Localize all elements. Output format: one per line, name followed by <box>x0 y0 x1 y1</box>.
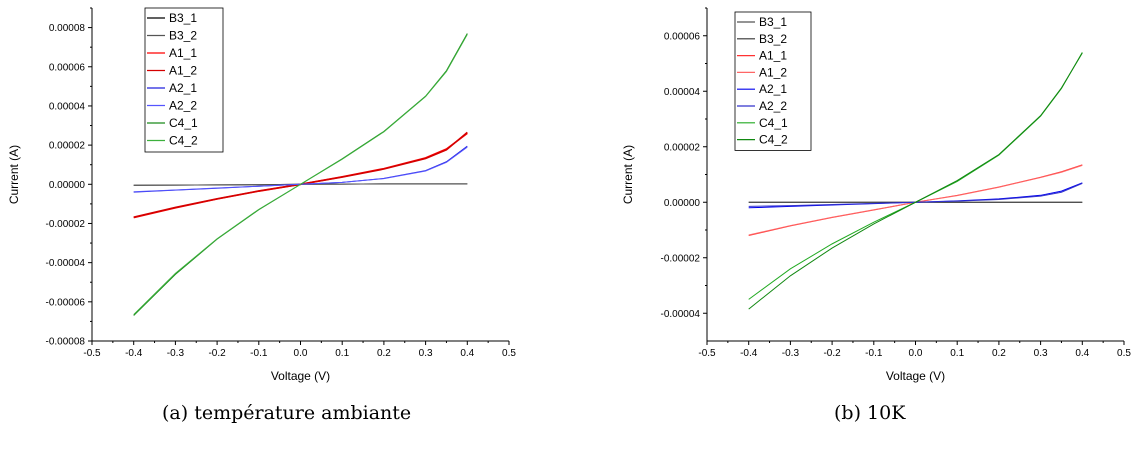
y-tick-label: -0.00008 <box>46 337 86 348</box>
caption-10k: (b) 10K <box>834 402 905 424</box>
x-tick-label: 0.4 <box>1075 348 1089 359</box>
y-tick-label: 0.00006 <box>49 62 86 73</box>
y-tick-label: 0.00002 <box>664 142 701 153</box>
legend: B3_1 B3_2 A1_1 A1_2 A2_1 A2_2 C4_1 C4_2 <box>145 8 223 152</box>
legend-label: B3_2 <box>759 32 787 46</box>
series-line-a2_2 <box>749 183 1083 206</box>
legend-label: A1_1 <box>169 46 197 60</box>
x-tick-label: -0.3 <box>782 348 800 359</box>
x-tick-label: 0.2 <box>992 348 1006 359</box>
legend-label: A2_2 <box>759 99 787 113</box>
legend-label: C4_2 <box>759 133 788 147</box>
y-tick-label: 0.00008 <box>49 23 86 34</box>
y-tick-label: -0.00004 <box>46 258 86 269</box>
legend-label: C4_1 <box>759 116 788 130</box>
y-axis-title: Current (A) <box>7 145 21 204</box>
legend-label: B3_1 <box>169 11 197 25</box>
legend-label: B3_1 <box>759 15 787 29</box>
x-tick-label: 0.5 <box>1117 348 1131 359</box>
x-axis-title: Voltage (V) <box>271 369 330 383</box>
x-tick-label: -0.1 <box>250 348 268 359</box>
y-axis-title: Current (A) <box>621 145 635 204</box>
legend: B3_1 B3_2 A1_1 A1_2 A2_1 A2_2 C4_1 C4_2 <box>735 12 811 150</box>
legend-label: C4_1 <box>169 116 198 130</box>
y-tick-label: 0.00004 <box>664 87 701 98</box>
x-tick-label: -0.3 <box>167 348 185 359</box>
x-tick-label: -0.4 <box>125 348 143 359</box>
y-tick-label: 0.00000 <box>49 180 86 191</box>
x-tick-label: 0.3 <box>1034 348 1048 359</box>
caption-room-temperature: (a) température ambiante <box>162 402 411 424</box>
x-tick-label: 0.3 <box>419 348 433 359</box>
legend-label: B3_2 <box>169 29 197 43</box>
legend-label: A2_1 <box>169 81 197 95</box>
chart-a: -0.5 -0.4 -0.3 -0.2 -0.1 0.0 0.1 0.2 0.3 0.4 0.5 -0… <box>7 8 516 383</box>
x-tick-label: 0.0 <box>909 348 923 359</box>
legend-label: A1_2 <box>759 65 787 79</box>
x-tick-label: 0.5 <box>502 348 516 359</box>
x-tick-label: 0.1 <box>950 348 964 359</box>
y-tick-label: 0.00006 <box>664 31 701 42</box>
x-tick-label: -0.2 <box>208 348 226 359</box>
y-tick-label: -0.00002 <box>46 219 86 230</box>
legend-label: C4_2 <box>169 134 198 148</box>
chart-b: -0.5 -0.4 -0.3 -0.2 -0.1 0.0 0.1 0.2 0.3 0.4 0.5 -0… <box>621 8 1131 383</box>
x-tick-label: 0.4 <box>460 348 474 359</box>
x-tick-label: 0.2 <box>377 348 391 359</box>
x-tick-label: -0.5 <box>83 348 101 359</box>
y-tick-label: -0.00006 <box>46 297 86 308</box>
y-tick-label: 0.00004 <box>49 101 86 112</box>
x-tick-label: 0.1 <box>335 348 349 359</box>
legend-label: A1_1 <box>759 49 787 63</box>
x-tick-label: -0.5 <box>698 348 716 359</box>
x-tick-label: 0.0 <box>294 348 308 359</box>
legend-label: A2_2 <box>169 99 197 113</box>
y-tick-label: -0.00002 <box>661 253 701 264</box>
y-tick-label: -0.00004 <box>661 309 701 320</box>
x-tick-label: -0.2 <box>823 348 841 359</box>
legend-label: A1_2 <box>169 64 197 78</box>
x-axis-title: Voltage (V) <box>886 369 945 383</box>
series-line-a2_1 <box>749 183 1083 208</box>
x-tick-label: -0.1 <box>865 348 883 359</box>
series-line-a1_1 <box>749 165 1083 236</box>
legend-label: A2_1 <box>759 82 787 96</box>
x-tick-label: -0.4 <box>740 348 758 359</box>
y-tick-label: 0.00002 <box>49 141 86 152</box>
y-tick-label: 0.00000 <box>664 198 701 209</box>
